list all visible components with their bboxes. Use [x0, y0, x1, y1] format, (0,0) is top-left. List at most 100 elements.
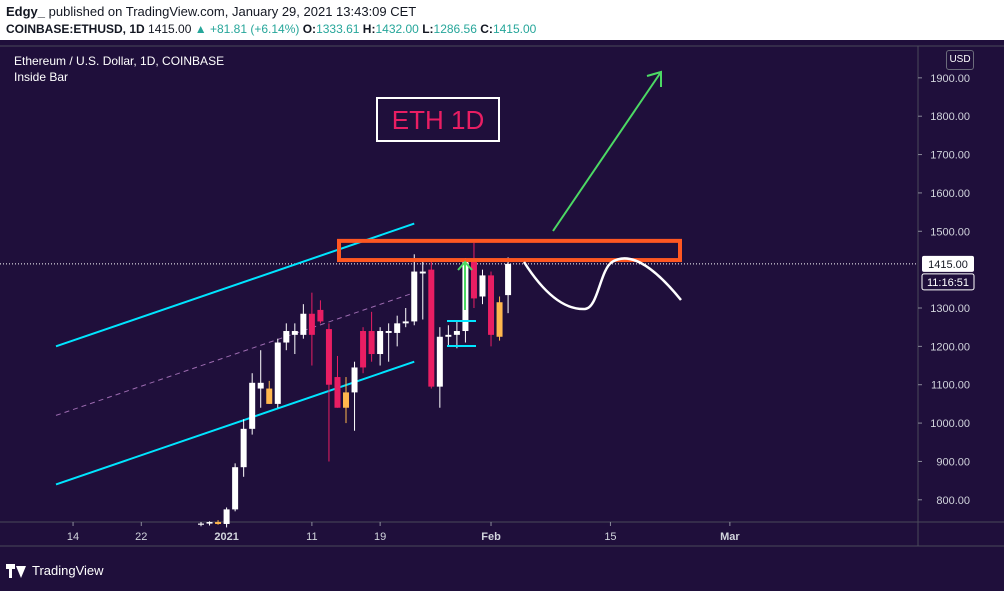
open-value: 1333.61: [316, 22, 360, 36]
svg-text:11:16:51: 11:16:51: [927, 277, 969, 289]
candle: [488, 271, 495, 347]
candle-body: [402, 321, 409, 324]
low-label: L:: [422, 22, 434, 36]
x-tick-label: 14: [67, 531, 79, 543]
candle: [394, 315, 401, 347]
candle-body: [215, 522, 222, 524]
breakout-arrow: [552, 71, 662, 232]
brand-name: TradingView: [32, 563, 104, 578]
countdown-tag: 11:16:51: [921, 273, 975, 291]
candle: [206, 521, 213, 526]
price-change: ▲ +81.81 (+6.14%): [194, 22, 300, 36]
candle: [257, 350, 264, 408]
candle-body: [436, 336, 443, 387]
candle-body: [300, 313, 307, 335]
channel-upper-line: [55, 222, 415, 348]
tradingview-logo[interactable]: TradingView: [6, 563, 104, 578]
candle-body: [223, 509, 230, 524]
high-value: 1432.00: [375, 22, 419, 36]
last-price: 1415.00: [148, 22, 192, 36]
last-price-tag: 1415.00: [922, 255, 974, 272]
candle-body: [428, 269, 435, 387]
y-axis[interactable]: 1900.00 1800.00 1700.00 1600.00 1500.00 1300.…: [918, 73, 970, 507]
x-axis[interactable]: 14 22 2021 11 19 Feb 15 Mar: [67, 522, 740, 543]
price-chart[interactable]: 1900.00 1800.00 1700.00 1600.00 1500.00 1300.…: [0, 40, 1004, 586]
candle-body: [377, 331, 384, 355]
candle-body: [419, 271, 426, 274]
x-tick-label: Feb: [481, 531, 501, 543]
candle: [428, 261, 435, 389]
x-tick-label: 11: [306, 531, 317, 543]
x-tick-label: Mar: [720, 531, 740, 543]
low-value: 1286.56: [433, 22, 477, 36]
ohlc-line: COINBASE:ETHUSD, 1D 1415.00 ▲ +81.81 (+6…: [6, 22, 536, 36]
x-tick-label: 15: [604, 531, 616, 543]
candle: [453, 321, 460, 349]
candle-body: [505, 263, 512, 296]
tradingview-logo-icon: [6, 563, 26, 578]
currency-button[interactable]: USD: [946, 50, 974, 70]
publish-header: Edgy_ published on TradingView.com, Janu…: [0, 0, 1004, 40]
high-label: H:: [362, 22, 376, 36]
candle-body: [488, 275, 495, 335]
y-tick-label: 900.00: [936, 456, 970, 468]
candle: [198, 522, 204, 527]
candle-body: [249, 382, 256, 429]
candle: [317, 300, 324, 324]
inside-bar-arrowhead: [457, 260, 473, 271]
candle-body: [496, 302, 503, 337]
candle: [291, 323, 298, 355]
breakout-arrowhead: [646, 70, 662, 87]
candle-body: [385, 331, 392, 333]
y-tick-label: 1000.00: [930, 418, 970, 430]
y-tick-label: 1500.00: [930, 226, 970, 238]
annotation-box[interactable]: [376, 97, 500, 142]
candle-body: [470, 261, 477, 299]
candle-body: [343, 392, 350, 408]
y-tick-label: 1600.00: [930, 188, 970, 200]
candle-body: [394, 323, 401, 333]
candle-body: [479, 275, 486, 297]
y-tick-label: 1900.00: [930, 73, 970, 85]
candle: [436, 327, 443, 408]
candle: [470, 242, 477, 308]
candle: [377, 327, 384, 366]
candle: [368, 311, 375, 362]
y-tick-label: 1100.00: [931, 380, 970, 392]
y-tick-label: 1800.00: [930, 111, 970, 123]
y-tick-label: 1200.00: [930, 341, 970, 353]
y-tick-label: 1700.00: [930, 150, 970, 162]
candle-body: [266, 388, 273, 404]
candle-body: [308, 313, 315, 335]
drawings[interactable]: [337, 70, 682, 347]
candle-body: [351, 367, 358, 393]
candle: [445, 325, 452, 347]
candle: [419, 261, 426, 320]
candle: [402, 308, 409, 328]
candle: [351, 361, 358, 431]
close-value: 1415.00: [492, 22, 537, 36]
candle-body: [198, 523, 204, 525]
indicator-legend[interactable]: Inside Bar: [14, 70, 68, 84]
y-tick-label: 800.00: [936, 495, 970, 507]
candle: [223, 507, 230, 528]
candle: [385, 323, 392, 362]
candle: [215, 520, 222, 525]
candle-body: [274, 342, 281, 404]
candle: [334, 355, 341, 408]
resistance-zone: [337, 238, 682, 263]
candle: [232, 463, 239, 512]
x-tick-label: 2021: [214, 531, 238, 543]
svg-text:1415.00: 1415.00: [928, 259, 968, 271]
candle-body: [283, 331, 290, 343]
author-name[interactable]: Edgy_: [6, 4, 46, 19]
close-label: C:: [480, 22, 493, 36]
candle: [325, 323, 332, 462]
candle: [300, 304, 307, 339]
candle: [479, 269, 486, 305]
publish-meta: published on TradingView.com, January 29…: [48, 4, 417, 19]
annotation-label: ETH 1D: [392, 105, 484, 135]
candle-body: [368, 331, 375, 355]
chart-area[interactable]: 1900.00 1800.00 1700.00 1600.00 1500.00 1300.…: [0, 40, 1004, 586]
candle-body: [232, 467, 239, 510]
